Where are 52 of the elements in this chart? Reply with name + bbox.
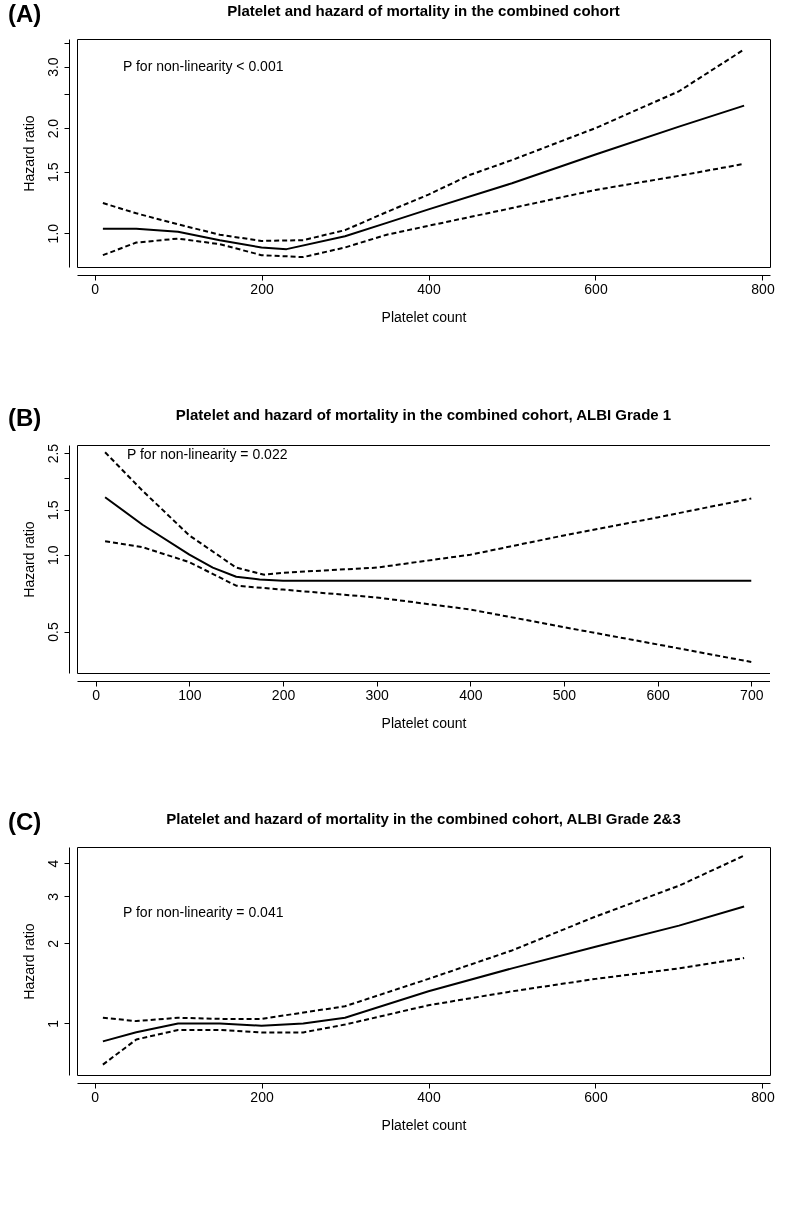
x-tick-label: 800 [751, 280, 775, 297]
line-series [101, 104, 746, 251]
line-series [101, 48, 746, 242]
y-tick-label: 1.0 [44, 545, 61, 565]
annotation: P for non-linearity = 0.041 [123, 904, 284, 920]
x-tick-label: 700 [740, 686, 764, 703]
chart-title: Platelet and hazard of mortality in the combined cohort, ALBI Grade 2&3 [166, 810, 681, 827]
y-axis-title: Hazard ratio [20, 521, 37, 598]
line-series [104, 496, 753, 582]
x-tick-label: 400 [417, 1088, 441, 1105]
y-tick-label: 0.5 [44, 622, 61, 642]
text: (B) [8, 404, 42, 432]
y-axis-title: Hazard ratio [20, 923, 37, 1000]
x-tick-label: 100 [178, 686, 202, 703]
x-axis-title: Platelet count [381, 714, 467, 731]
y-tick-label: 2.5 [44, 443, 61, 464]
y-axis-title: Hazard ratio [20, 115, 37, 192]
chart-title: Platelet and hazard of mortality in the combined cohort, ALBI Grade 1 [175, 406, 672, 424]
x-tick-label: 800 [751, 1088, 775, 1105]
x-tick-label: 0 [92, 686, 101, 703]
line-series [101, 957, 746, 1066]
y-tick-label: 4 [44, 859, 61, 868]
y-tick-label: 1 [44, 1019, 61, 1028]
x-axis-title: Platelet count [381, 1116, 467, 1133]
x-tick-label: 200 [250, 1088, 274, 1105]
line-series [101, 905, 746, 1043]
x-tick-label: 600 [646, 686, 671, 703]
x-tick-label: 0 [91, 1088, 100, 1105]
x-tick-label: 0 [91, 280, 100, 297]
x-tick-label: 600 [584, 1088, 608, 1105]
x-tick-label: 400 [417, 280, 441, 297]
text: (A) [8, 0, 42, 28]
annotation: P for non-linearity < 0.001 [123, 58, 284, 74]
text: (C) [8, 808, 42, 836]
x-tick-label: 200 [271, 686, 296, 703]
x-tick-label: 200 [250, 280, 274, 297]
y-tick-label: 3 [44, 892, 61, 901]
x-tick-label: 600 [584, 280, 608, 297]
line-series [101, 854, 746, 1023]
annotation: P for non-linearity = 0.022 [127, 446, 288, 462]
y-tick-label: 1.5 [44, 500, 61, 520]
x-tick-label: 500 [552, 686, 577, 703]
x-tick-label: 300 [365, 686, 390, 703]
y-tick-label: 2 [44, 939, 61, 948]
x-tick-label: 400 [459, 686, 483, 703]
line-series [104, 540, 753, 663]
y-tick-label: 3.0 [44, 57, 61, 77]
x-axis-title: Platelet count [381, 308, 467, 325]
chart-title: Platelet and hazard of mortality in the combined cohort [227, 2, 620, 19]
y-tick-label: 1.0 [44, 223, 61, 244]
y-tick-label: 2.0 [44, 118, 61, 139]
y-tick-label: 1.5 [44, 162, 61, 182]
